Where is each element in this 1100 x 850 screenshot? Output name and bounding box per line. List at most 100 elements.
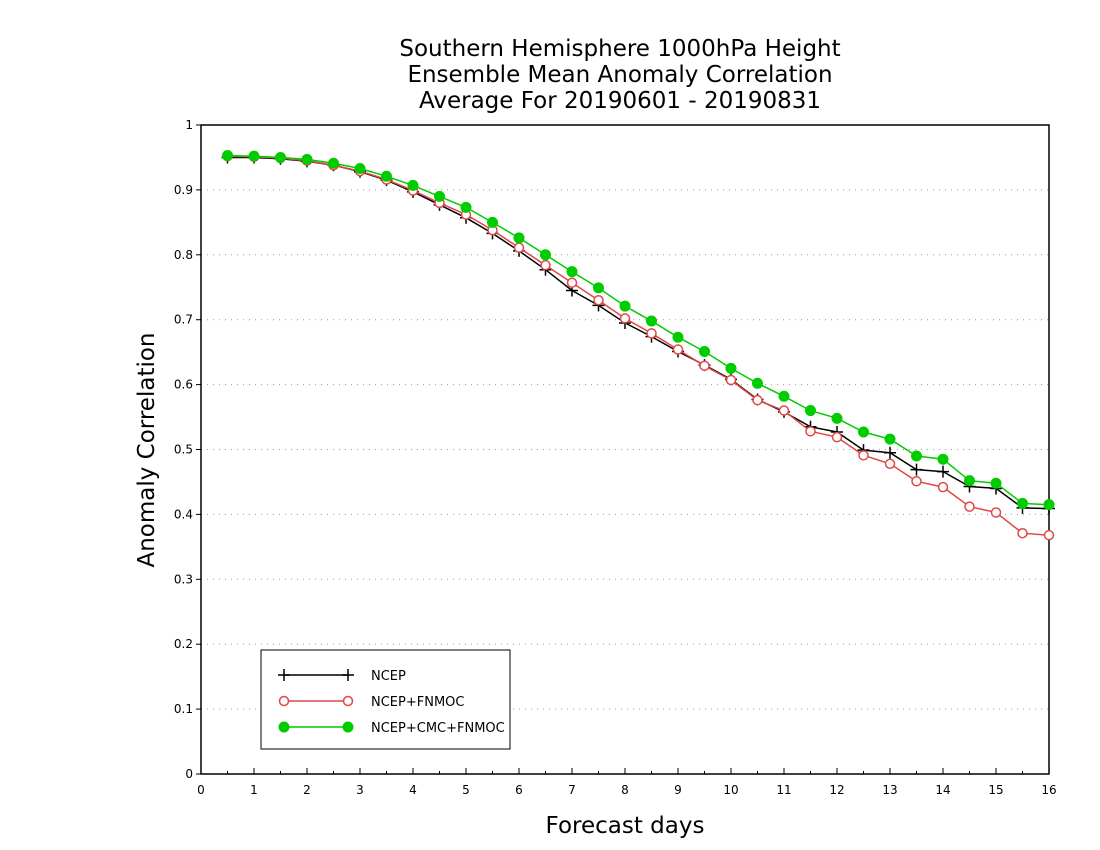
data-point-ncep-cmc-fnmoc (1043, 499, 1055, 511)
chart-title-line-1: Southern Hemisphere 1000hPa Height (399, 36, 841, 62)
series-line-ncep (227, 156, 1050, 510)
data-point-ncep-cmc-fnmoc (858, 426, 869, 438)
data-point-ncep-cmc-fnmoc (513, 232, 525, 244)
legend-marker-ncep-fnmoc (342, 695, 354, 707)
data-point-ncep-cmc-fnmoc (937, 453, 949, 465)
data-point-ncep-cmc-fnmoc (328, 157, 339, 169)
data-point-ncep-cmc-fnmoc (275, 151, 286, 163)
data-point-ncep-fnmoc (805, 426, 816, 437)
data-point-ncep-fnmoc (964, 501, 975, 512)
data-point-ncep-fnmoc (937, 481, 949, 493)
y-tick-label: 0.2 (174, 637, 193, 651)
data-point-ncep-fnmoc (858, 450, 869, 461)
data-point-ncep-fnmoc (1043, 529, 1055, 541)
y-tick-label: 0.8 (174, 248, 193, 262)
data-point-ncep-fnmoc (593, 294, 604, 306)
data-point-ncep-cmc-fnmoc (487, 216, 498, 228)
data-point-ncep (910, 463, 923, 476)
x-tick-label: 1 (250, 783, 258, 797)
legend-marker-ncep-cmc-fnmoc (342, 721, 354, 733)
y-tick-label: 0.3 (174, 572, 193, 586)
data-point-ncep-cmc-fnmoc (566, 266, 578, 278)
data-point-ncep-cmc-fnmoc (805, 405, 816, 417)
data-point-ncep-fnmoc (1017, 527, 1028, 539)
data-point-ncep-fnmoc (778, 405, 790, 416)
data-point-ncep (937, 465, 949, 478)
x-tick-label: 6 (515, 783, 523, 797)
data-point-ncep-fnmoc (619, 313, 631, 324)
y-tick-label: 1 (185, 118, 193, 132)
data-point-ncep-cmc-fnmoc (619, 300, 631, 312)
data-point-ncep-cmc-fnmoc (540, 249, 551, 261)
series-lines (221, 150, 1055, 541)
series-line-ncep-fnmoc (227, 155, 1050, 536)
data-point-ncep-cmc-fnmoc (911, 450, 922, 462)
data-point-ncep-cmc-fnmoc (434, 190, 445, 202)
legend-marker-ncep-fnmoc (278, 695, 290, 707)
x-tick-label: 0 (197, 783, 205, 797)
data-point-ncep-cmc-fnmoc (646, 315, 657, 327)
legend-label-ncep-fnmoc: NCEP+FNMOC (371, 695, 464, 710)
y-tick-label: 0.5 (174, 443, 193, 457)
data-point-ncep (884, 446, 896, 459)
x-tick-label: 12 (829, 783, 844, 797)
x-tick-label: 2 (303, 783, 311, 797)
data-point-ncep-cmc-fnmoc (301, 153, 313, 165)
legend-label-ncep: NCEP (371, 669, 406, 684)
x-tick-label: 3 (356, 783, 364, 797)
legend-marker-ncep-cmc-fnmoc (278, 721, 290, 733)
y-tick-label: 0.6 (174, 378, 193, 392)
x-tick-label: 13 (882, 783, 897, 797)
data-point-ncep-cmc-fnmoc (725, 362, 737, 374)
data-point-ncep-cmc-fnmoc (831, 412, 843, 424)
data-point-ncep-fnmoc (513, 242, 525, 253)
data-point-ncep-cmc-fnmoc (699, 346, 710, 358)
data-point-ncep-cmc-fnmoc (884, 433, 896, 445)
legend-marker-ncep (342, 669, 354, 681)
data-point-ncep-fnmoc (831, 431, 843, 443)
data-point-ncep-cmc-fnmoc (381, 170, 392, 182)
data-point-ncep-fnmoc (752, 394, 763, 406)
data-point-ncep-cmc-fnmoc (354, 162, 366, 174)
y-tick-label: 0.9 (174, 183, 193, 197)
y-tick-label: 0.7 (174, 313, 193, 327)
data-point-ncep-cmc-fnmoc (672, 331, 684, 343)
x-tick-label: 7 (568, 783, 576, 797)
grid-lines (201, 189, 1049, 710)
data-point-ncep-cmc-fnmoc (752, 377, 763, 389)
data-point-ncep-fnmoc (990, 507, 1002, 518)
y-tick-label: 0.4 (174, 507, 193, 521)
data-point-ncep-cmc-fnmoc (964, 475, 975, 487)
x-tick-label: 16 (1041, 783, 1056, 797)
data-point-ncep-fnmoc (911, 476, 922, 487)
data-point-ncep-cmc-fnmoc (407, 179, 419, 191)
data-point-ncep-fnmoc (725, 374, 737, 386)
x-tick-label: 5 (462, 783, 470, 797)
legend: NCEP NCEP+FNMOC NCEP+CMC+FNMOC (260, 649, 511, 750)
x-tick-label: 15 (988, 783, 1003, 797)
data-point-ncep-cmc-fnmoc (778, 390, 790, 402)
data-point-ncep-cmc-fnmoc (990, 477, 1002, 489)
data-point-ncep-fnmoc (672, 344, 684, 355)
legend-box (260, 649, 511, 750)
data-point-ncep-cmc-fnmoc (222, 150, 233, 162)
data-point-ncep-cmc-fnmoc (1017, 497, 1028, 509)
y-tick-label: 0.1 (174, 702, 193, 716)
x-tick-label: 14 (935, 783, 950, 797)
x-tick-label: 11 (776, 783, 791, 797)
chart-title-line-3: Average For 20190601 - 20190831 (418, 88, 822, 114)
x-tick-label: 10 (723, 783, 738, 797)
axes: 00.10.20.30.40.50.60.70.80.910 1 2 3 4 5 6 7 8 9 1… (174, 118, 1057, 797)
data-point-ncep-cmc-fnmoc (248, 150, 260, 162)
y-axis-label: Anomaly Correlation (134, 332, 160, 567)
legend-label-ncep-cmc-fnmoc: NCEP+CMC+FNMOC (371, 721, 505, 736)
data-point-ncep-fnmoc (884, 458, 896, 470)
y-tick-label: 0 (185, 767, 193, 781)
data-point-ncep-fnmoc (646, 328, 657, 339)
x-axis-label: Forecast days (546, 813, 705, 839)
chart-title-line-2: Ensemble Mean Anomaly Correlation (407, 62, 833, 88)
data-point-ncep-fnmoc (699, 360, 710, 372)
x-tick-label: 8 (621, 783, 629, 797)
x-tick-label: 4 (409, 783, 417, 797)
